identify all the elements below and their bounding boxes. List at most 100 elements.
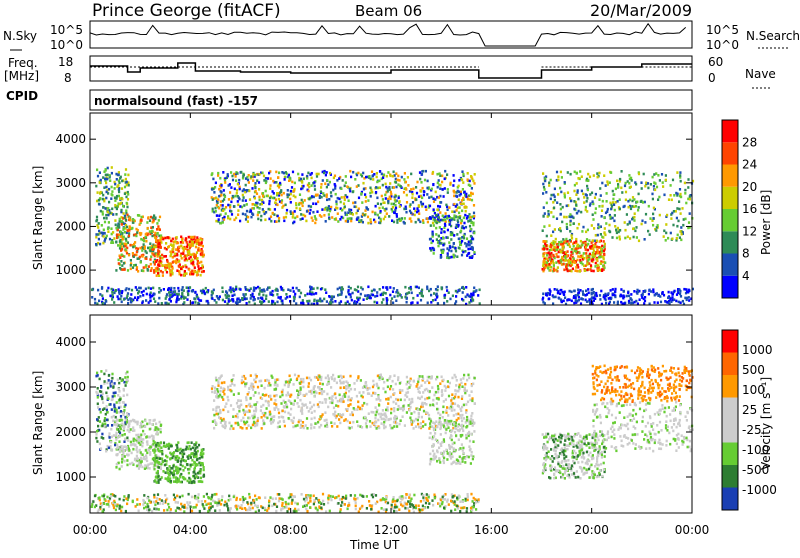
power-cell bbox=[619, 178, 621, 181]
power-cell bbox=[568, 259, 570, 262]
velocity-cell bbox=[96, 372, 98, 375]
power-cell bbox=[285, 216, 287, 219]
colorbar-tick-label: 16 bbox=[742, 202, 757, 216]
power-cell bbox=[385, 183, 387, 186]
power-cell bbox=[464, 242, 466, 245]
power-cell bbox=[542, 229, 544, 232]
power-cell bbox=[323, 172, 325, 175]
power-cell bbox=[458, 212, 460, 215]
power-cell bbox=[624, 205, 626, 208]
velocity-cell bbox=[296, 424, 298, 427]
power-cell bbox=[445, 204, 447, 207]
velocity-cell bbox=[202, 452, 204, 455]
power-cell bbox=[560, 243, 562, 246]
power-cell bbox=[380, 203, 382, 206]
power-cell bbox=[144, 247, 146, 250]
power-cell bbox=[326, 300, 328, 303]
power-cell bbox=[234, 188, 236, 191]
power-cell bbox=[265, 295, 267, 298]
power-cell bbox=[670, 217, 672, 220]
power-cell bbox=[239, 188, 241, 191]
velocity-cell bbox=[191, 481, 193, 484]
velocity-cell bbox=[182, 465, 184, 468]
power-cell bbox=[410, 188, 412, 191]
power-cell bbox=[550, 234, 552, 237]
power-cell bbox=[432, 183, 434, 186]
power-cell bbox=[662, 291, 664, 294]
velocity-cell bbox=[376, 383, 378, 386]
power-cell bbox=[157, 253, 159, 256]
power-cell bbox=[316, 287, 318, 290]
power-cell bbox=[446, 173, 448, 176]
velocity-cell bbox=[349, 413, 351, 416]
velocity-cell bbox=[305, 393, 307, 396]
power-cell bbox=[135, 235, 137, 238]
velocity-cell bbox=[343, 419, 345, 422]
nsearch-tick-low: 10^0 bbox=[706, 38, 739, 52]
power-cell bbox=[149, 242, 151, 245]
power-cell bbox=[432, 171, 434, 174]
power-cell bbox=[203, 270, 205, 273]
power-cell bbox=[133, 219, 135, 222]
power-cell bbox=[585, 206, 587, 209]
power-cell bbox=[453, 214, 455, 217]
power-cell bbox=[222, 209, 224, 212]
power-cell bbox=[162, 271, 164, 274]
power-cell bbox=[421, 289, 423, 292]
power-cell bbox=[322, 179, 324, 182]
velocity-cell bbox=[175, 479, 177, 482]
velocity-cell bbox=[399, 389, 401, 392]
power-cell bbox=[102, 213, 104, 216]
power-cell bbox=[458, 224, 460, 227]
power-cell bbox=[651, 193, 653, 196]
power-cell bbox=[661, 173, 663, 176]
velocity-cell bbox=[126, 448, 128, 451]
power-cell bbox=[668, 291, 670, 294]
power-cell bbox=[234, 195, 236, 198]
power-cell bbox=[420, 292, 422, 295]
power-cell bbox=[145, 288, 147, 291]
velocity-cell bbox=[170, 480, 172, 483]
power-cell bbox=[121, 292, 123, 295]
power-cell bbox=[591, 245, 593, 248]
power-cell bbox=[175, 301, 177, 304]
power-cell bbox=[395, 207, 397, 210]
power-cell bbox=[325, 291, 327, 294]
velocity-cell bbox=[233, 393, 235, 396]
power-cell bbox=[200, 261, 202, 264]
power-cell bbox=[422, 219, 424, 222]
freq-label: Freq. bbox=[8, 56, 38, 70]
power-cell bbox=[314, 185, 316, 188]
power-cell bbox=[217, 174, 219, 177]
power-cell bbox=[98, 238, 100, 241]
power-cell bbox=[405, 207, 407, 210]
power-cell bbox=[225, 290, 227, 293]
power-cell bbox=[544, 177, 546, 180]
power-cell bbox=[612, 217, 614, 220]
power-cell bbox=[656, 186, 658, 189]
power-cell bbox=[350, 176, 352, 179]
power-cell bbox=[473, 251, 475, 254]
velocity-cell bbox=[159, 450, 161, 453]
power-cell bbox=[600, 290, 602, 293]
power-cell bbox=[609, 216, 611, 219]
power-cell bbox=[648, 205, 650, 208]
velocity-cell bbox=[165, 477, 167, 480]
power-cell bbox=[474, 173, 476, 176]
colorbar-tick-label: 8 bbox=[742, 247, 750, 261]
power-cell bbox=[152, 226, 154, 229]
power-cell bbox=[97, 191, 99, 194]
power-cell bbox=[362, 182, 364, 185]
power-cell bbox=[555, 296, 557, 299]
power-cell bbox=[220, 200, 222, 203]
power-cell bbox=[331, 216, 333, 219]
velocity-cell bbox=[175, 458, 177, 461]
power-cell bbox=[119, 220, 121, 223]
power-cell bbox=[265, 190, 267, 193]
velocity-cell bbox=[123, 409, 125, 412]
velocity-cell bbox=[163, 442, 165, 445]
power-cell bbox=[311, 177, 313, 180]
power-cell bbox=[112, 241, 114, 244]
power-cell bbox=[239, 205, 241, 208]
power-cell bbox=[183, 301, 185, 304]
